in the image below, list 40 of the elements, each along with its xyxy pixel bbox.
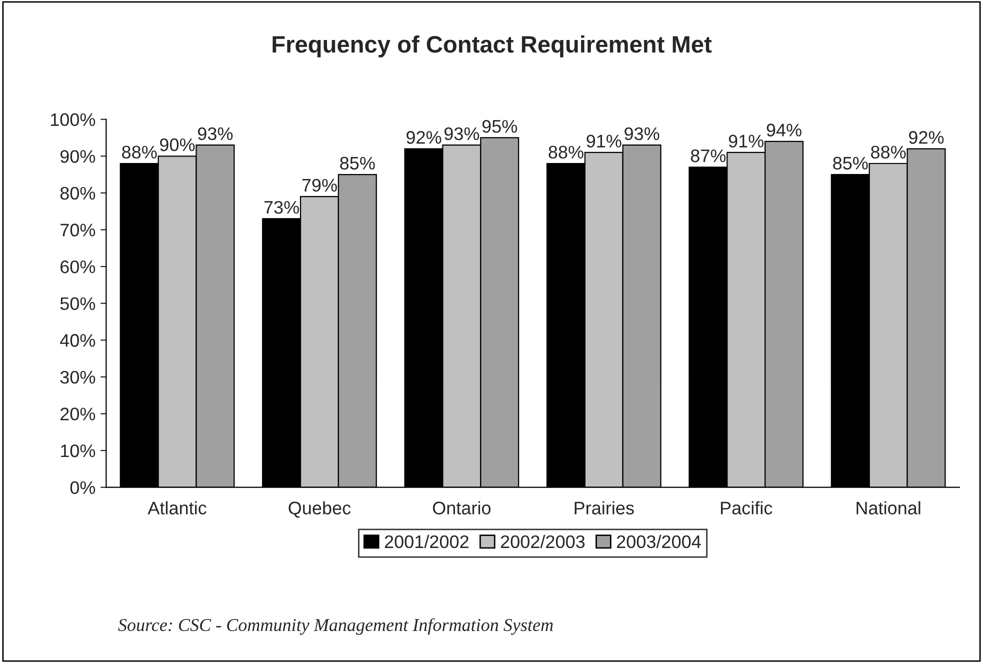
data-label: 92% bbox=[406, 131, 442, 144]
chart-title: Frequency of Contact Requirement Met bbox=[272, 35, 712, 58]
data-label: 88% bbox=[122, 146, 157, 159]
data-label: 88% bbox=[871, 146, 906, 159]
y-tick-label: 20% bbox=[60, 408, 96, 420]
data-label: 94% bbox=[766, 124, 802, 136]
data-label: 93% bbox=[624, 127, 660, 140]
x-tick-label: Quebec bbox=[288, 501, 351, 518]
x-tick-label: Prairies bbox=[574, 501, 634, 514]
data-label: 85% bbox=[833, 156, 868, 170]
data-label: 95% bbox=[482, 120, 518, 133]
legend-label: 2001/2002 bbox=[384, 534, 468, 548]
data-label: 92% bbox=[909, 131, 944, 144]
data-label: 87% bbox=[690, 149, 726, 162]
y-tick-label: 40% bbox=[60, 334, 96, 347]
data-label: 93% bbox=[198, 127, 233, 140]
y-tick-label: 30% bbox=[60, 370, 96, 384]
data-label: 79% bbox=[302, 178, 337, 192]
x-tick-label: Atlantic bbox=[148, 501, 206, 514]
y-tick-label: 10% bbox=[60, 444, 96, 458]
x-tick-label: National bbox=[856, 501, 920, 514]
data-label: 88% bbox=[548, 146, 584, 159]
y-tick-label: 90% bbox=[60, 150, 96, 163]
data-label: 93% bbox=[444, 127, 480, 140]
data-label: 90% bbox=[160, 138, 195, 152]
x-tick-label: Ontario bbox=[432, 501, 491, 514]
y-tick-label: 80% bbox=[60, 186, 96, 200]
y-tick-label: 70% bbox=[60, 224, 96, 236]
data-label: 91% bbox=[586, 134, 622, 148]
legend-label: 2003/2004 bbox=[616, 534, 701, 548]
y-tick-label: 50% bbox=[60, 297, 96, 310]
x-tick-label: Pacific bbox=[720, 501, 772, 514]
data-label: 73% bbox=[264, 200, 299, 214]
data-label: 85% bbox=[340, 156, 375, 170]
source-note: Source: CSC - Community Management Information System bbox=[118, 618, 553, 635]
data-label: 91% bbox=[728, 134, 764, 148]
y-tick-label: 100% bbox=[50, 113, 96, 126]
y-tick-label: 0% bbox=[70, 481, 96, 494]
y-tick-label: 60% bbox=[60, 260, 96, 274]
legend-label: 2002/2003 bbox=[500, 534, 585, 548]
